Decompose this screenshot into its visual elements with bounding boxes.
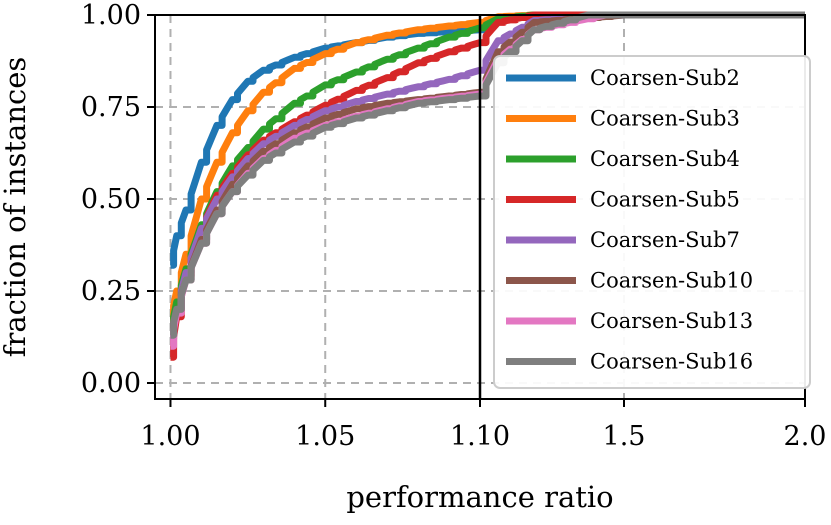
legend-label: Coarsen-Sub13	[590, 309, 753, 333]
x-tick-label: 1.00	[140, 421, 200, 452]
legend-label: Coarsen-Sub5	[590, 188, 740, 212]
x-tick-label: 1.5	[603, 421, 646, 452]
legend-label: Coarsen-Sub7	[590, 228, 740, 252]
y-tick-label: 0.25	[81, 276, 141, 307]
legend-label: Coarsen-Sub10	[590, 269, 753, 293]
legend-label: Coarsen-Sub2	[590, 66, 740, 90]
y-axis-title: fraction of instances	[0, 57, 32, 358]
legend-label: Coarsen-Sub3	[590, 107, 740, 131]
y-tick-label: 0.75	[81, 92, 141, 123]
y-tick-label: 0.50	[81, 184, 141, 215]
y-tick-label: 0.00	[81, 368, 141, 399]
tick-layer: 1.00 1.05 1.10 1.5 2.0 0.00 0.25 0.50 0.75 1.00	[81, 0, 827, 452]
legend-box	[493, 55, 811, 389]
y-tick-label: 1.00	[81, 0, 141, 31]
x-tick-label: 1.10	[450, 421, 510, 452]
x-tick-label: 1.05	[295, 421, 355, 452]
legend-label: Coarsen-Sub4	[590, 147, 740, 171]
x-axis-title: performance ratio	[346, 480, 613, 514]
x-tick-label: 2.0	[784, 421, 827, 452]
legend: Coarsen-Sub2 Coarsen-Sub3 Coarsen-Sub4 Coar…	[493, 55, 811, 389]
legend-label: Coarsen-Sub16	[590, 350, 753, 374]
